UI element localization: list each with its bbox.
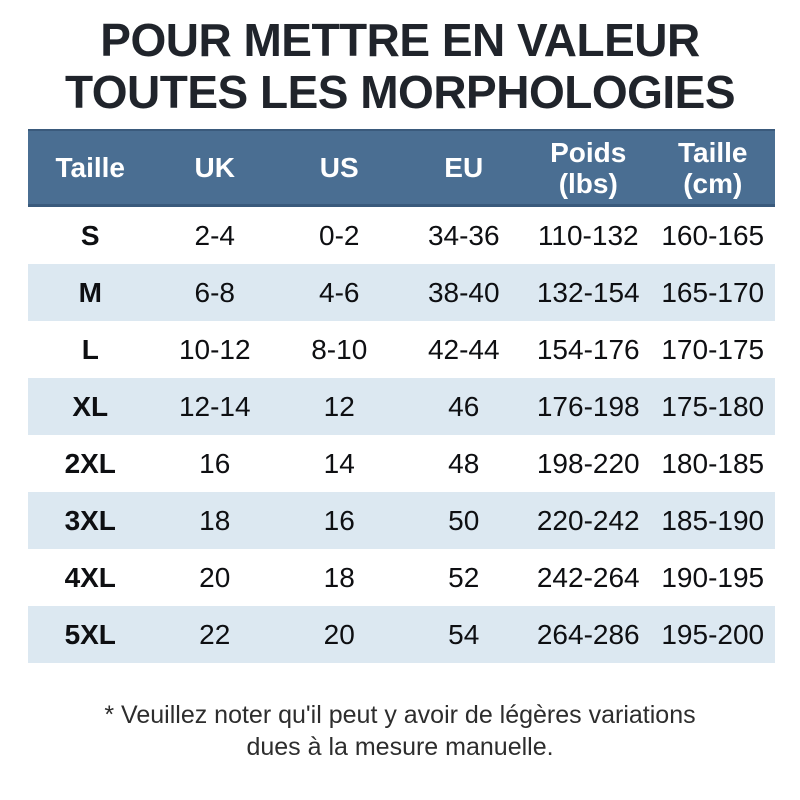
- page-title-line-2: TOUTES LES MORPHOLOGIES: [64, 66, 736, 118]
- cell-us: 12: [323, 390, 355, 422]
- cell-taille-cm: 195-200: [661, 618, 765, 650]
- cell-size: 5XL: [64, 618, 116, 650]
- page-title: POUR METTRE EN VALEUR TOUTES LES MORPHOL…: [0, 14, 800, 118]
- cell-size: S: [80, 219, 100, 251]
- cell-size: L: [81, 333, 99, 365]
- manual-measure-note: * Veuillez noter qu'il peut y avoir de l…: [0, 699, 800, 763]
- cell-eu: 50: [448, 504, 480, 536]
- cell-poids-lbs: 220-242: [536, 504, 640, 536]
- cell-taille-cm: 190-195: [661, 561, 765, 593]
- header-cell-poids-lbs: Poids (lbs): [550, 136, 627, 199]
- cell-us: 16: [323, 504, 355, 536]
- cell-us: 8-10: [311, 333, 368, 365]
- table-row: M 6-8 4-6 38-40 132-154 165-170: [28, 264, 775, 321]
- manual-measure-note-line-2: dues à la mesure manuelle.: [246, 733, 554, 761]
- cell-size: M: [78, 276, 102, 308]
- header-cell-taille-cm: Taille (cm): [677, 136, 748, 199]
- table-row: L 10-12 8-10 42-44 154-176 170-175: [28, 321, 775, 378]
- cell-taille-cm: 175-180: [661, 390, 765, 422]
- cell-us: 4-6: [319, 276, 360, 308]
- cell-us: 0-2: [319, 219, 360, 251]
- cell-us: 14: [323, 447, 355, 479]
- cell-us: 18: [323, 561, 355, 593]
- cell-poids-lbs: 110-132: [537, 219, 639, 251]
- cell-uk: 10-12: [178, 333, 251, 365]
- table-header-row: Taille UK US EU Poids (lbs) Taille (cm): [28, 129, 775, 207]
- table-row: 5XL 22 20 54 264-286 195-200: [28, 606, 775, 663]
- cell-eu: 42-44: [427, 333, 500, 365]
- cell-taille-cm: 160-165: [661, 219, 765, 251]
- cell-poids-lbs: 154-176: [536, 333, 640, 365]
- cell-eu: 52: [448, 561, 480, 593]
- cell-poids-lbs: 176-198: [536, 390, 640, 422]
- cell-eu: 46: [448, 390, 480, 422]
- cell-size: 2XL: [64, 447, 116, 479]
- table-row: 2XL 16 14 48 198-220 180-185: [28, 435, 775, 492]
- size-table: Taille UK US EU Poids (lbs) Taille (cm) …: [28, 129, 775, 663]
- cell-size: 4XL: [64, 561, 116, 593]
- cell-size: 3XL: [64, 504, 116, 536]
- table-row: S 2-4 0-2 34-36 110-132 160-165: [28, 207, 775, 264]
- cell-uk: 20: [199, 561, 231, 593]
- cell-poids-lbs: 198-220: [536, 447, 640, 479]
- cell-uk: 6-8: [194, 276, 235, 308]
- cell-eu: 38-40: [427, 276, 500, 308]
- header-cell-uk: UK: [194, 152, 235, 183]
- manual-measure-note-line-1: * Veuillez noter qu'il peut y avoir de l…: [104, 701, 696, 729]
- cell-size: XL: [72, 390, 109, 422]
- cell-taille-cm: 165-170: [661, 276, 765, 308]
- table-row: 3XL 18 16 50 220-242 185-190: [28, 492, 775, 549]
- cell-uk: 2-4: [194, 219, 235, 251]
- cell-taille-cm: 180-185: [661, 447, 765, 479]
- header-cell-eu: EU: [444, 152, 484, 183]
- cell-us: 20: [323, 618, 355, 650]
- cell-eu: 48: [448, 447, 480, 479]
- cell-uk: 18: [199, 504, 231, 536]
- cell-poids-lbs: 264-286: [536, 618, 640, 650]
- cell-taille-cm: 185-190: [661, 504, 765, 536]
- cell-poids-lbs: 132-154: [536, 276, 640, 308]
- cell-eu: 54: [448, 618, 480, 650]
- table-row: 4XL 20 18 52 242-264 190-195: [28, 549, 775, 606]
- page-title-line-1: POUR METTRE EN VALEUR: [100, 14, 700, 66]
- cell-uk: 22: [199, 618, 231, 650]
- table-row: XL 12-14 12 46 176-198 175-180: [28, 378, 775, 435]
- cell-taille-cm: 170-175: [661, 333, 765, 365]
- header-cell-us: US: [319, 152, 359, 183]
- cell-poids-lbs: 242-264: [536, 561, 640, 593]
- cell-uk: 12-14: [178, 390, 251, 422]
- cell-uk: 16: [199, 447, 231, 479]
- header-cell-taille: Taille: [55, 152, 125, 183]
- cell-eu: 34-36: [427, 219, 500, 251]
